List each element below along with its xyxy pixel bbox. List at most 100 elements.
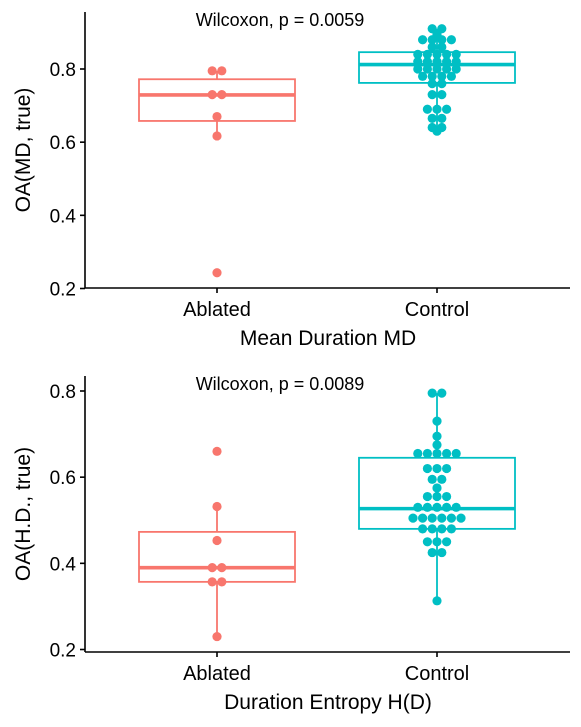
data-point-ablated [212, 631, 222, 642]
data-point-control [432, 448, 442, 459]
data-point-control [442, 49, 452, 59]
data-point-control [442, 502, 452, 512]
data-point-ablated [217, 563, 227, 573]
data-point-control [432, 416, 442, 426]
y-tick-label: 0.6 [50, 133, 76, 154]
data-point-control [442, 537, 452, 547]
data-point-control [427, 547, 437, 558]
data-point-control [432, 104, 442, 114]
data-point-control [442, 463, 452, 474]
data-point-control [437, 547, 447, 558]
data-point-control [432, 491, 442, 502]
wilcoxon-annotation: Wilcoxon, p = 0.0089 [196, 374, 365, 394]
data-point-control [442, 491, 452, 502]
data-point-control [418, 71, 428, 81]
data-point-ablated [217, 66, 227, 76]
data-point-control [432, 502, 442, 512]
data-point-ablated [212, 268, 222, 278]
data-point-ablated [212, 501, 222, 512]
data-point-control [442, 64, 452, 74]
data-point-control [432, 463, 442, 474]
data-point-ablated [217, 577, 227, 587]
data-point-ablated [207, 66, 217, 76]
data-point-control [427, 71, 437, 81]
x-tick-control: Control [405, 663, 469, 685]
data-point-control [427, 113, 437, 123]
data-point-control [418, 524, 428, 534]
data-point-control [446, 71, 456, 81]
data-point-control [413, 64, 423, 74]
data-point-control [422, 463, 432, 474]
data-point-control [432, 57, 442, 67]
data-point-ablated [212, 111, 222, 122]
data-point-control [422, 448, 432, 459]
data-point-control [422, 502, 432, 512]
data-point-control [413, 57, 423, 67]
data-point-control [432, 440, 442, 450]
data-point-control [422, 49, 432, 59]
wilcoxon-annotation: Wilcoxon, p = 0.0059 [196, 10, 365, 30]
y-tick-label: 0.8 [50, 60, 76, 81]
data-point-control [418, 35, 428, 45]
data-point-control [437, 513, 447, 523]
data-point-control [427, 524, 437, 534]
data-point-control [437, 113, 447, 123]
y-tick-label: 0.4 [50, 206, 77, 227]
data-point-control [427, 79, 437, 89]
data-point-control [422, 491, 432, 502]
x-tick-ablated: Ablated [183, 299, 251, 321]
x-tick-control: Control [405, 299, 469, 321]
x-axis-label: Duration Entropy H(D) [224, 691, 432, 714]
data-point-control [427, 474, 437, 484]
data-point-ablated [212, 535, 222, 546]
data-point-control [437, 71, 447, 81]
data-point-control [451, 57, 461, 67]
data-point-control [432, 596, 442, 606]
data-point-control [427, 388, 437, 398]
data-point-control [427, 513, 437, 523]
x-tick-ablated: Ablated [183, 663, 251, 685]
data-point-control [456, 513, 466, 523]
data-point-ablated [212, 446, 222, 456]
data-point-control [427, 90, 437, 100]
data-point-control [413, 49, 423, 59]
y-tick-label: 0.6 [50, 468, 76, 489]
data-point-control [422, 537, 432, 547]
data-point-ablated [212, 131, 222, 141]
data-point-control [437, 42, 447, 52]
plot-marks: 0.2 0.4 0.6 0.8 [50, 12, 570, 301]
x-axis-label: Mean Duration MD [240, 327, 416, 350]
y-axis-label: OA(MD, true) [12, 88, 35, 213]
y-axis-label: OA(H.D., true) [12, 447, 35, 581]
data-point-control [413, 448, 423, 459]
panel-mean-duration: 0.2 0.4 0.6 0.8 Wilcoxon, p = 0.0059 Mean D… [12, 10, 570, 350]
data-point-control [437, 388, 447, 398]
data-point-control [422, 64, 432, 74]
data-point-control [442, 448, 452, 459]
data-point-ablated [207, 563, 217, 573]
data-point-control [432, 431, 442, 441]
plot-marks: 0.2 0.4 0.6 0.8 [50, 376, 570, 662]
data-point-control [413, 502, 423, 512]
panel-duration-entropy: 0.2 0.4 0.6 0.8 Wilcoxon, p = 0.0089 Durati… [12, 374, 570, 714]
y-tick-label: 0.4 [50, 554, 77, 575]
data-point-control [432, 64, 442, 74]
data-point-control [451, 64, 461, 74]
data-point-control [446, 513, 456, 523]
data-point-ablated [207, 577, 217, 587]
data-point-control [437, 524, 447, 534]
data-point-control [432, 537, 442, 547]
data-point-control [418, 513, 428, 523]
data-point-control [432, 126, 442, 136]
data-point-control [446, 35, 456, 45]
data-point-control [427, 35, 437, 45]
data-point-control [408, 513, 418, 523]
data-point-control [451, 448, 461, 459]
data-point-control [451, 49, 461, 59]
data-point-control [427, 42, 437, 52]
y-tick-label: 0.2 [50, 280, 76, 301]
data-point-control [437, 474, 447, 484]
data-point-control [422, 104, 432, 114]
y-tick-label: 0.2 [50, 641, 76, 662]
